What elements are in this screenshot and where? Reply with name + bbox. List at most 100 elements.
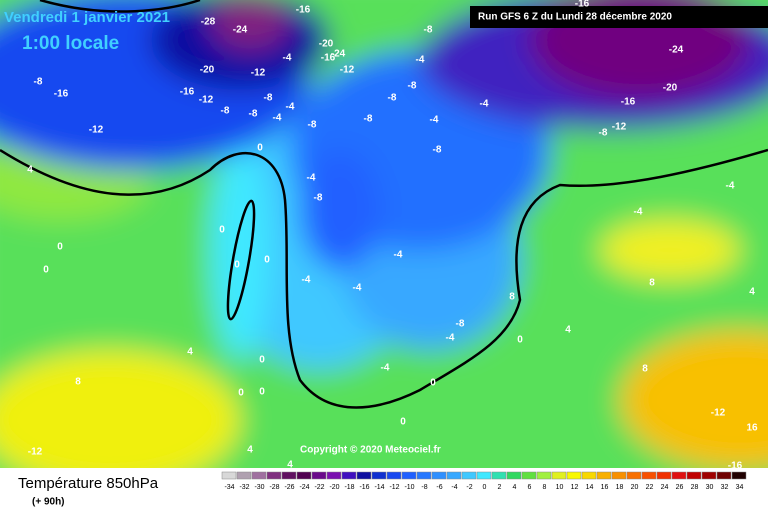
- legend-swatch: [581, 471, 597, 480]
- contour-label: -8: [456, 319, 465, 330]
- contour-label: -8: [308, 120, 317, 131]
- contour-label: 4: [247, 445, 253, 456]
- contour-label: 4: [749, 287, 755, 298]
- legend-swatch: [626, 471, 642, 480]
- legend-swatch: [641, 471, 657, 480]
- contour-label: -4: [353, 283, 362, 294]
- legend-swatch: [656, 471, 672, 480]
- legend-label: -18: [344, 484, 354, 491]
- legend-label: 16: [601, 484, 609, 491]
- legend-swatch: [461, 471, 477, 480]
- legend-label: -10: [404, 484, 414, 491]
- legend-swatch: [251, 471, 267, 480]
- contour-label: -8: [34, 77, 43, 88]
- forecast-date: Vendredi 1 janvier 2021: [4, 9, 170, 26]
- legend-swatch: [311, 471, 327, 480]
- contour-label: 0: [238, 388, 244, 399]
- legend-label: -8: [421, 484, 427, 491]
- contour-label: -16: [296, 5, 311, 16]
- contour-label: -8: [599, 128, 608, 139]
- legend-label: -30: [254, 484, 264, 491]
- legend-swatch: [236, 471, 252, 480]
- contour-label: 0: [257, 143, 263, 154]
- copyright: Copyright © 2020 Meteociel.fr: [300, 445, 441, 456]
- forecast-time: 1:00 locale: [22, 33, 119, 54]
- legend-label: 22: [646, 484, 654, 491]
- legend-swatch: [401, 471, 417, 480]
- legend-swatch: [296, 471, 312, 480]
- contour-label: -12: [89, 125, 104, 136]
- legend-swatch: [221, 471, 237, 480]
- contour-label: -16: [621, 97, 636, 108]
- contour-label: -16: [321, 53, 336, 64]
- contour-label: -16: [180, 87, 195, 98]
- legend-swatch: [521, 471, 537, 480]
- contour-label: 4: [27, 165, 33, 176]
- contour-label: 0: [234, 260, 240, 271]
- contour-label: 0: [430, 378, 436, 389]
- contour-label: 0: [400, 417, 406, 428]
- legend-swatch: [266, 471, 282, 480]
- contour-label: 0: [43, 265, 49, 276]
- contour-label: 4: [565, 325, 571, 336]
- legend-swatch: [551, 471, 567, 480]
- contour-label: 0: [517, 335, 523, 346]
- legend-swatch: [341, 471, 357, 480]
- legend-swatch: [446, 471, 462, 480]
- legend-swatch: [431, 471, 447, 480]
- contour-label: 8: [75, 377, 81, 388]
- temperature-field: [0, 0, 768, 500]
- contour-label: -20: [200, 65, 215, 76]
- legend-label: -4: [451, 484, 457, 491]
- legend-label: -34: [224, 484, 234, 491]
- contour-label: -4: [286, 102, 295, 113]
- legend-swatch: [716, 471, 732, 480]
- legend-swatch: [356, 471, 372, 480]
- contour-label: -4: [416, 55, 425, 66]
- legend-swatch: [506, 471, 522, 480]
- legend-swatch: [701, 471, 717, 480]
- legend-label: -20: [329, 484, 339, 491]
- contour-label: -4: [430, 115, 439, 126]
- contour-label: -8: [408, 81, 417, 92]
- legend-label: 0: [483, 484, 487, 491]
- legend-swatch: [686, 471, 702, 480]
- legend-swatch: [476, 471, 492, 480]
- legend-label: 14: [586, 484, 594, 491]
- legend-swatch: [416, 471, 432, 480]
- legend-label: 32: [721, 484, 729, 491]
- legend-label: 18: [616, 484, 624, 491]
- legend-label: 8: [543, 484, 547, 491]
- legend-swatch: [491, 471, 507, 480]
- contour-label: 0: [264, 255, 270, 266]
- legend-label: -22: [314, 484, 324, 491]
- contour-label: -8: [221, 106, 230, 117]
- legend-label: 12: [571, 484, 579, 491]
- legend-label: 20: [631, 484, 639, 491]
- legend-swatch: [326, 471, 342, 480]
- field-title: Température 850hPa: [18, 475, 159, 492]
- contour-label: -8: [314, 193, 323, 204]
- contour-label: 4: [287, 460, 293, 471]
- contour-label: -24: [331, 49, 346, 60]
- contour-label: 8: [642, 364, 648, 375]
- contour-label: -4: [273, 113, 282, 124]
- legend-label: 26: [676, 484, 684, 491]
- contour-label: -24: [669, 45, 684, 56]
- contour-label: -4: [446, 333, 455, 344]
- contour-label: -12: [612, 122, 627, 133]
- contour-label: -8: [364, 114, 373, 125]
- legend-swatch: [671, 471, 687, 480]
- legend-label: -12: [389, 484, 399, 491]
- contour-label: -4: [480, 99, 489, 110]
- contour-label: -4: [726, 181, 735, 192]
- legend-label: 2: [498, 484, 502, 491]
- legend-swatch: [371, 471, 387, 480]
- contour-label: -12: [711, 408, 726, 419]
- legend-swatch: [611, 471, 627, 480]
- contour-label: -4: [307, 173, 316, 184]
- contour-label: -4: [302, 275, 311, 286]
- legend-label: -24: [299, 484, 309, 491]
- contour-label: -20: [319, 39, 334, 50]
